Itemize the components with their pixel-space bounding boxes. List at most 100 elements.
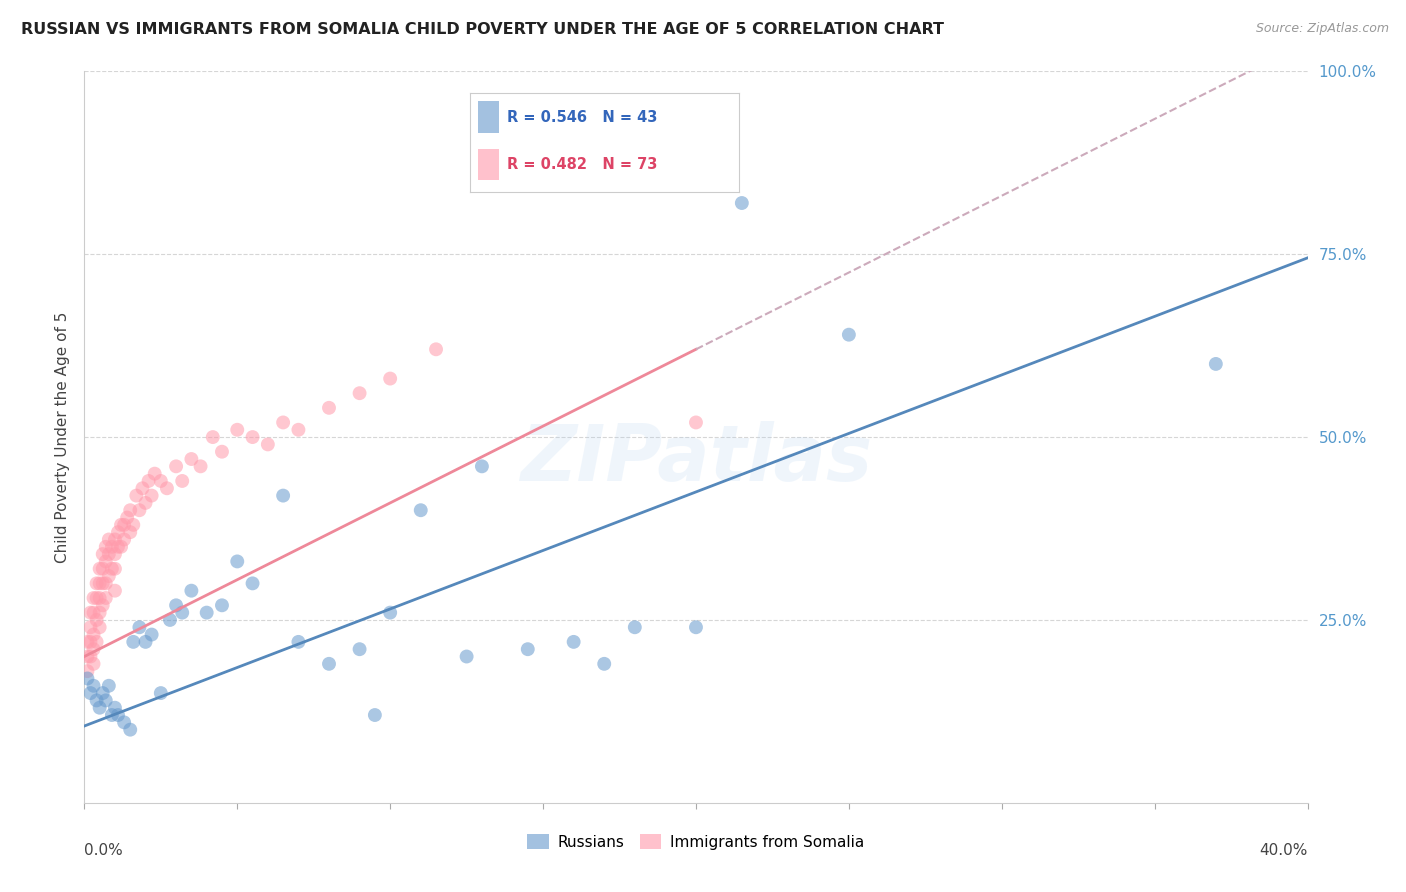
Point — [156, 481, 179, 495]
Point — [76, 664, 98, 678]
Text: 0.0%: 0.0% — [84, 843, 124, 858]
Point — [593, 657, 616, 671]
Point — [112, 715, 135, 730]
Point — [120, 503, 142, 517]
Point — [180, 583, 202, 598]
Point — [165, 459, 187, 474]
Point — [94, 693, 117, 707]
Point — [76, 672, 98, 686]
Point — [79, 686, 101, 700]
Point — [257, 437, 280, 451]
Point — [91, 547, 114, 561]
Point — [79, 606, 101, 620]
Point — [318, 657, 340, 671]
Point — [101, 540, 124, 554]
Point — [107, 525, 129, 540]
Point — [1205, 357, 1227, 371]
Legend: Russians, Immigrants from Somalia: Russians, Immigrants from Somalia — [527, 835, 865, 850]
Point — [125, 489, 148, 503]
Point — [287, 635, 309, 649]
Point — [86, 591, 108, 605]
Text: ZIPatlas: ZIPatlas — [520, 421, 872, 497]
Text: RUSSIAN VS IMMIGRANTS FROM SOMALIA CHILD POVERTY UNDER THE AGE OF 5 CORRELATION : RUSSIAN VS IMMIGRANTS FROM SOMALIA CHILD… — [21, 22, 943, 37]
Point — [83, 606, 105, 620]
Point — [97, 533, 120, 547]
Point — [94, 576, 117, 591]
Point — [731, 196, 754, 211]
Point — [76, 649, 98, 664]
Point — [89, 562, 111, 576]
Point — [349, 642, 371, 657]
Point — [91, 562, 114, 576]
Point — [211, 444, 233, 458]
Point — [838, 327, 860, 342]
Point — [83, 627, 105, 641]
Point — [104, 583, 127, 598]
Point — [138, 474, 160, 488]
Point — [180, 452, 202, 467]
Point — [141, 627, 163, 641]
Text: 40.0%: 40.0% — [1260, 843, 1308, 858]
Point — [89, 576, 111, 591]
Point — [349, 386, 371, 401]
Point — [94, 591, 117, 605]
Point — [143, 467, 166, 481]
Point — [97, 569, 120, 583]
Point — [226, 423, 249, 437]
Point — [141, 489, 163, 503]
Point — [624, 620, 647, 634]
Point — [135, 496, 157, 510]
Point — [83, 679, 105, 693]
Point — [271, 489, 294, 503]
Point — [165, 599, 187, 613]
Point — [380, 606, 402, 620]
Point — [79, 635, 101, 649]
Point — [211, 599, 233, 613]
Point — [94, 540, 117, 554]
Point — [287, 423, 309, 437]
Point — [195, 606, 218, 620]
Point — [94, 554, 117, 568]
Point — [201, 430, 224, 444]
Point — [86, 576, 108, 591]
Point — [101, 562, 124, 576]
Text: Source: ZipAtlas.com: Source: ZipAtlas.com — [1256, 22, 1389, 36]
Point — [149, 686, 172, 700]
Point — [226, 554, 249, 568]
Point — [685, 620, 707, 634]
Point — [149, 474, 172, 488]
Point — [380, 371, 402, 385]
Point — [172, 606, 194, 620]
Point — [562, 635, 585, 649]
Point — [91, 686, 114, 700]
Point — [89, 591, 111, 605]
Point — [97, 547, 120, 561]
Point — [86, 693, 108, 707]
Point — [104, 533, 127, 547]
Point — [83, 591, 105, 605]
Point — [91, 576, 114, 591]
Point — [89, 700, 111, 714]
Point — [83, 657, 105, 671]
Point — [131, 481, 153, 495]
Point — [471, 459, 494, 474]
Point — [242, 430, 264, 444]
Point — [89, 620, 111, 634]
Point — [86, 613, 108, 627]
Point — [104, 562, 127, 576]
Point — [104, 547, 127, 561]
Point — [112, 517, 135, 532]
Y-axis label: Child Poverty Under the Age of 5: Child Poverty Under the Age of 5 — [55, 311, 70, 563]
Point — [159, 613, 181, 627]
Point — [128, 503, 150, 517]
Point — [122, 635, 145, 649]
Point — [79, 620, 101, 634]
Point — [83, 642, 105, 657]
Point — [115, 510, 138, 524]
Point — [409, 503, 432, 517]
Point — [425, 343, 447, 357]
Point — [128, 620, 150, 634]
Point — [86, 635, 108, 649]
Point — [97, 679, 120, 693]
Point — [135, 635, 157, 649]
